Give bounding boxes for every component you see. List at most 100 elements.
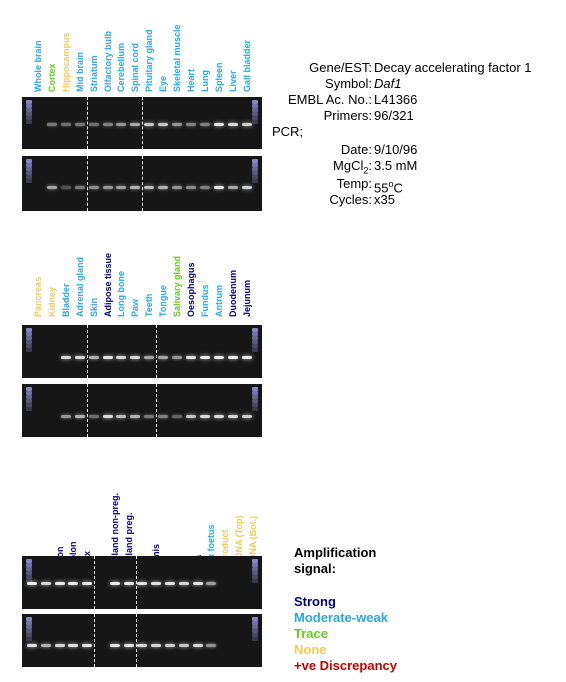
lane-divider bbox=[86, 325, 88, 378]
ladder-band bbox=[26, 395, 32, 399]
ladder-band bbox=[26, 159, 32, 163]
info-value: 9/10/96 bbox=[374, 142, 418, 157]
lane-label: Antrum bbox=[213, 285, 224, 317]
pcr-band bbox=[241, 356, 252, 359]
gel-image bbox=[22, 97, 262, 149]
ladder-band bbox=[252, 171, 258, 175]
pcr-band bbox=[54, 582, 65, 585]
pcr-band bbox=[54, 644, 65, 647]
pcr-band bbox=[172, 186, 182, 189]
subscript: 2 bbox=[363, 165, 369, 176]
lane-label: Fundus bbox=[199, 284, 210, 318]
ladder-band bbox=[26, 559, 32, 563]
pcr-band bbox=[165, 582, 175, 585]
pcr-band bbox=[144, 415, 155, 418]
pcr-band bbox=[74, 415, 85, 418]
pcr-band bbox=[130, 186, 141, 189]
pcr-info: Gene/EST: Decay accelerating factor 1 Sy… bbox=[262, 60, 562, 210]
lane-label: Spinal cord bbox=[130, 42, 141, 92]
ladder-band bbox=[252, 637, 258, 641]
info-key: MgCl2: bbox=[333, 158, 372, 176]
ladder-band bbox=[252, 104, 258, 108]
lane-label: Liver bbox=[227, 70, 238, 92]
lane-divider bbox=[156, 384, 158, 437]
pcr-band bbox=[241, 186, 252, 189]
lane-label: Kidney bbox=[46, 286, 57, 317]
pcr-band bbox=[27, 644, 37, 647]
ladder-band bbox=[252, 336, 258, 340]
ladder-band bbox=[252, 387, 258, 391]
ladder-band bbox=[252, 112, 258, 116]
ladder-band bbox=[26, 633, 32, 637]
lane-label: Skin bbox=[88, 297, 99, 317]
info-value: 3.5 mM bbox=[374, 158, 418, 173]
ladder-band bbox=[252, 407, 258, 411]
gel-image bbox=[22, 556, 262, 609]
ladder-band bbox=[26, 399, 32, 403]
ladder-band bbox=[252, 629, 258, 633]
pcr-band bbox=[241, 415, 252, 418]
pcr-band bbox=[158, 356, 169, 359]
ladder-band bbox=[26, 108, 32, 112]
pcr-band bbox=[144, 356, 155, 359]
lane-label: Spleen bbox=[213, 62, 224, 92]
legend-item-discrepancy: +ve Discrepancy bbox=[294, 658, 397, 673]
pcr-band bbox=[68, 644, 79, 647]
ladder-band bbox=[26, 167, 32, 171]
ladder-band bbox=[26, 171, 32, 175]
lane-divider bbox=[156, 325, 158, 378]
pcr-band bbox=[60, 186, 71, 189]
ladder-band bbox=[26, 100, 32, 104]
pcr-band bbox=[144, 186, 155, 189]
ladder-band bbox=[252, 175, 258, 179]
pcr-band bbox=[130, 356, 141, 359]
pcr-band bbox=[74, 186, 85, 189]
info-key: Gene/EST: bbox=[309, 60, 372, 75]
lane-label: Adrenal gland bbox=[74, 256, 85, 317]
lane-label: Hippocampus bbox=[60, 32, 71, 92]
ladder-band bbox=[26, 175, 32, 179]
pcr-band bbox=[178, 644, 189, 647]
degree-superscript: o bbox=[388, 179, 394, 189]
pcr-band bbox=[158, 186, 169, 189]
pcr-band bbox=[172, 415, 182, 418]
gel-image bbox=[22, 614, 262, 667]
pcr-band bbox=[172, 356, 182, 359]
ladder-band bbox=[26, 567, 32, 571]
lane-divider bbox=[86, 384, 88, 437]
pcr-band bbox=[137, 582, 148, 585]
info-value: L41366 bbox=[374, 92, 418, 107]
ladder-band bbox=[252, 391, 258, 395]
ladder-band bbox=[26, 629, 32, 633]
pcr-band bbox=[213, 186, 224, 189]
ladder-band bbox=[26, 163, 32, 167]
ladder-band bbox=[26, 391, 32, 395]
lane-divider bbox=[135, 556, 137, 609]
ladder-band bbox=[26, 637, 32, 641]
lane-label: Bladder bbox=[60, 283, 71, 317]
pcr-band bbox=[109, 644, 120, 647]
info-value: Daf1 bbox=[374, 76, 402, 91]
lane-label: Long bone bbox=[116, 271, 127, 317]
ladder-band bbox=[26, 104, 32, 108]
info-key: Symbol: bbox=[325, 76, 372, 91]
pcr-band bbox=[158, 415, 169, 418]
ladder-band bbox=[252, 328, 258, 332]
pcr-band bbox=[144, 123, 155, 126]
ladder-band bbox=[26, 387, 32, 391]
pcr-band bbox=[158, 123, 169, 126]
pcr-band bbox=[137, 644, 148, 647]
info-value: 96/321 bbox=[374, 108, 414, 123]
pcr-band bbox=[178, 582, 189, 585]
pcr-band bbox=[88, 123, 99, 126]
pcr-band bbox=[46, 186, 57, 189]
pcr-band bbox=[227, 123, 238, 126]
lane-label: Paw bbox=[130, 298, 141, 317]
ladder-band bbox=[252, 575, 258, 579]
pcr-band bbox=[206, 644, 217, 647]
info-value: Decay accelerating factor 1 bbox=[374, 60, 532, 75]
ladder-band bbox=[252, 120, 258, 124]
pcr-band bbox=[213, 356, 224, 359]
lane-label: Lung bbox=[199, 70, 210, 92]
pcr-band bbox=[172, 123, 182, 126]
